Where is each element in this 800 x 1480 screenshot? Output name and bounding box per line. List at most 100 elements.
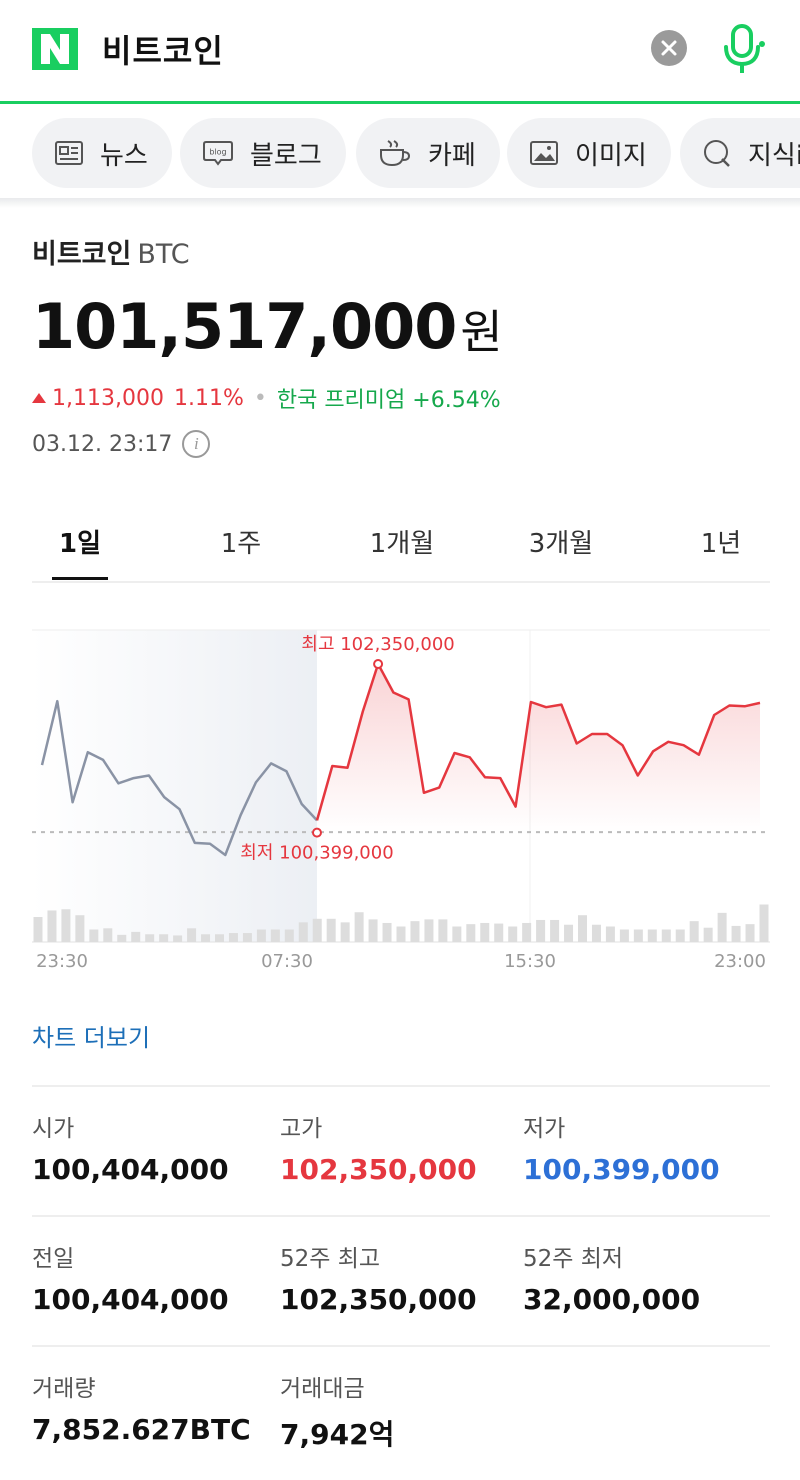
tab-news-label: 뉴스: [100, 140, 148, 171]
stats-table: 시가 100,404,000 고가 102,350,000 저가 100,399,000 전…: [32, 1085, 770, 1475]
volume-bar: [689, 921, 699, 942]
coin-symbol: BTC: [137, 239, 190, 270]
knowledge-icon: [704, 140, 730, 167]
volume-bar: [326, 918, 336, 942]
active-period-indicator: [52, 577, 108, 580]
volume-bar: [591, 924, 601, 942]
x-tick-label: 23:30: [36, 951, 88, 972]
volume-bar: [605, 926, 615, 942]
volume-bar: [117, 934, 127, 942]
period-tab-1m[interactable]: 1개월: [369, 529, 435, 559]
high-label: 최고 102,350,000: [301, 634, 454, 655]
volume-bar: [103, 928, 113, 942]
price-area-fill: [317, 664, 760, 833]
stat-label: 거래대금: [280, 1376, 365, 1402]
volume-bar: [633, 929, 643, 942]
stat-value: 100,399,000: [523, 1153, 720, 1186]
price-chart[interactable]: 최고 102,350,000 최저 100,399,000 23:30 07:30 15…: [32, 620, 770, 980]
tab-image[interactable]: 이미지: [507, 118, 671, 188]
volume-bar: [368, 919, 378, 942]
stat-row: 거래량 7,852.627BTC 거래대금 7,942억: [32, 1345, 770, 1475]
info-icon[interactable]: i: [182, 430, 211, 458]
volume-bar: [466, 924, 476, 942]
stat-value: 32,000,000: [523, 1283, 701, 1316]
volume-bar: [647, 929, 657, 942]
close-icon: [661, 40, 677, 56]
volume-bar: [340, 922, 350, 942]
tab-cafe-label: 카페: [428, 140, 476, 171]
tab-image-label: 이미지: [575, 140, 647, 171]
x-tick-label: 23:00: [714, 951, 766, 972]
stat-label: 52주 최고: [280, 1246, 381, 1272]
stat-label: 저가: [523, 1116, 566, 1142]
search-header: 비트코인: [0, 0, 800, 104]
stat-value: 100,404,000: [32, 1283, 229, 1316]
price-change-percent: 1.11%: [173, 385, 244, 411]
search-query[interactable]: 비트코인: [102, 32, 224, 70]
price-unit: 원: [460, 305, 502, 359]
stat-row: 시가 100,404,000 고가 102,350,000 저가 100,399,000: [32, 1085, 770, 1215]
volume-bar: [410, 921, 420, 942]
news-icon: [55, 141, 83, 165]
more-chart-link[interactable]: 차트 더보기: [32, 1024, 151, 1052]
volume-bar: [759, 904, 769, 942]
volume-bar: [284, 929, 294, 942]
price-timestamp: 03.12. 23:17 i: [32, 430, 211, 458]
period-tab-1d[interactable]: 1일: [58, 529, 101, 559]
voice-search-mic-icon[interactable]: [716, 22, 768, 76]
tab-knowledge[interactable]: 지식iN: [680, 118, 800, 188]
stat-cell: 52주 최고 102,350,000: [280, 1239, 477, 1316]
stat-cell: 전일 100,404,000: [32, 1239, 229, 1316]
volume-bar: [354, 912, 364, 942]
volume-bar: [452, 926, 462, 942]
stat-value: 7,852.627BTC: [32, 1413, 251, 1446]
clear-search-button[interactable]: [651, 30, 687, 66]
stat-label: 시가: [32, 1116, 75, 1142]
cafe-icon: [380, 140, 411, 167]
search-tabs: 뉴스 blog 블로그 카페 이미지 지식iN: [0, 104, 800, 200]
low-label: 최저 100,399,000: [240, 843, 393, 864]
volume-bar: [508, 926, 518, 942]
price-value: 101,517,000: [32, 290, 457, 363]
korea-premium: 한국 프리미엄 +6.54%: [276, 388, 501, 413]
stat-cell: 52주 최저 32,000,000: [523, 1239, 700, 1316]
volume-bar: [145, 934, 155, 942]
volume-bar: [75, 915, 85, 942]
period-tab-1y[interactable]: 1년: [700, 529, 742, 559]
separator-dot: •: [253, 385, 267, 411]
stat-label: 전일: [32, 1246, 75, 1272]
volume-bar: [550, 919, 560, 942]
period-tab-1w[interactable]: 1주: [220, 529, 262, 559]
svg-text:blog: blog: [209, 148, 226, 157]
period-tabs: 1일 1주 1개월 3개월 1년: [32, 515, 770, 583]
stat-cell: 거래량 7,852.627BTC: [32, 1369, 251, 1446]
volume-bar: [89, 929, 99, 942]
tab-blog[interactable]: blog 블로그: [180, 118, 346, 188]
stat-value: 100,404,000: [32, 1153, 229, 1186]
stat-value: 7,942억: [280, 1418, 395, 1451]
volume-bar: [33, 917, 43, 942]
stat-cell: 시가 100,404,000: [32, 1109, 229, 1186]
volume-bar: [159, 934, 169, 942]
volume-bar: [47, 910, 57, 942]
volume-bar: [675, 929, 685, 942]
tab-news[interactable]: 뉴스: [32, 118, 172, 188]
naver-logo-icon[interactable]: [32, 28, 78, 70]
volume-bar: [424, 919, 434, 942]
volume-bar: [494, 923, 504, 942]
volume-bar: [312, 918, 322, 942]
tab-blog-label: 블로그: [250, 140, 322, 171]
coin-name: 비트코인: [32, 239, 132, 270]
volume-bar: [703, 927, 713, 942]
volume-bar: [438, 919, 448, 942]
price-line-previous: [40, 699, 318, 857]
volume-bar: [215, 934, 224, 942]
volume-bar: [382, 922, 392, 942]
volume-bar: [745, 924, 755, 942]
tab-cafe[interactable]: 카페: [356, 118, 500, 188]
period-tab-3m[interactable]: 3개월: [528, 529, 594, 559]
image-icon: [530, 141, 558, 165]
volume-bar: [661, 929, 671, 942]
stat-label: 거래량: [32, 1376, 96, 1402]
current-price: 101,517,000원: [32, 290, 503, 363]
